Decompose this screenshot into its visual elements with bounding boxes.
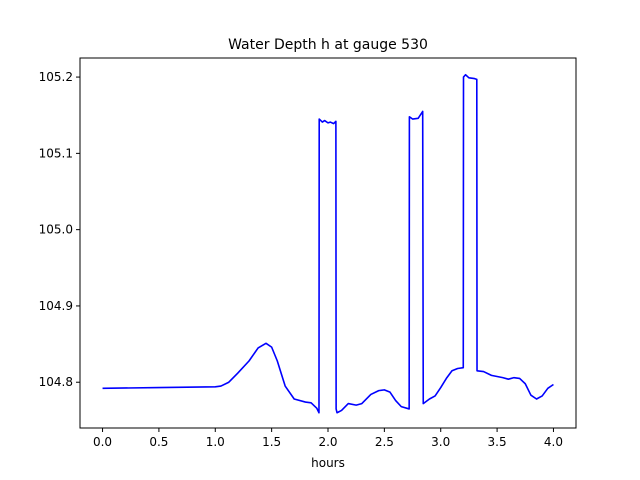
x-axis: 0.0 0.5 1.0 1.5 2.0 2.5 3.0 3.5 4.0 — [93, 428, 563, 449]
chart-title: Water Depth h at gauge 530 — [228, 37, 428, 53]
y-axis: 104.8 104.9 105.0 105.1 105.2 — [39, 70, 80, 389]
x-axis-label: hours — [311, 456, 345, 470]
x-tick-label: 0.5 — [149, 435, 168, 449]
y-tick-label: 105.2 — [39, 70, 73, 84]
x-tick-label: 0.0 — [93, 435, 112, 449]
water-depth-line — [102, 73, 554, 414]
x-tick-label: 2.5 — [375, 435, 394, 449]
x-tick-label: 2.0 — [318, 435, 337, 449]
y-tick-label: 104.8 — [39, 375, 73, 389]
x-tick-label: 4.0 — [544, 435, 563, 449]
y-tick-label: 105.1 — [39, 146, 73, 160]
x-tick-label: 1.5 — [262, 435, 281, 449]
x-tick-label: 3.5 — [488, 435, 507, 449]
x-tick-label: 1.0 — [206, 435, 225, 449]
series-layer — [102, 73, 554, 414]
x-tick-label: 3.0 — [431, 435, 450, 449]
y-tick-label: 104.9 — [39, 299, 73, 313]
y-tick-label: 105.0 — [39, 223, 73, 237]
